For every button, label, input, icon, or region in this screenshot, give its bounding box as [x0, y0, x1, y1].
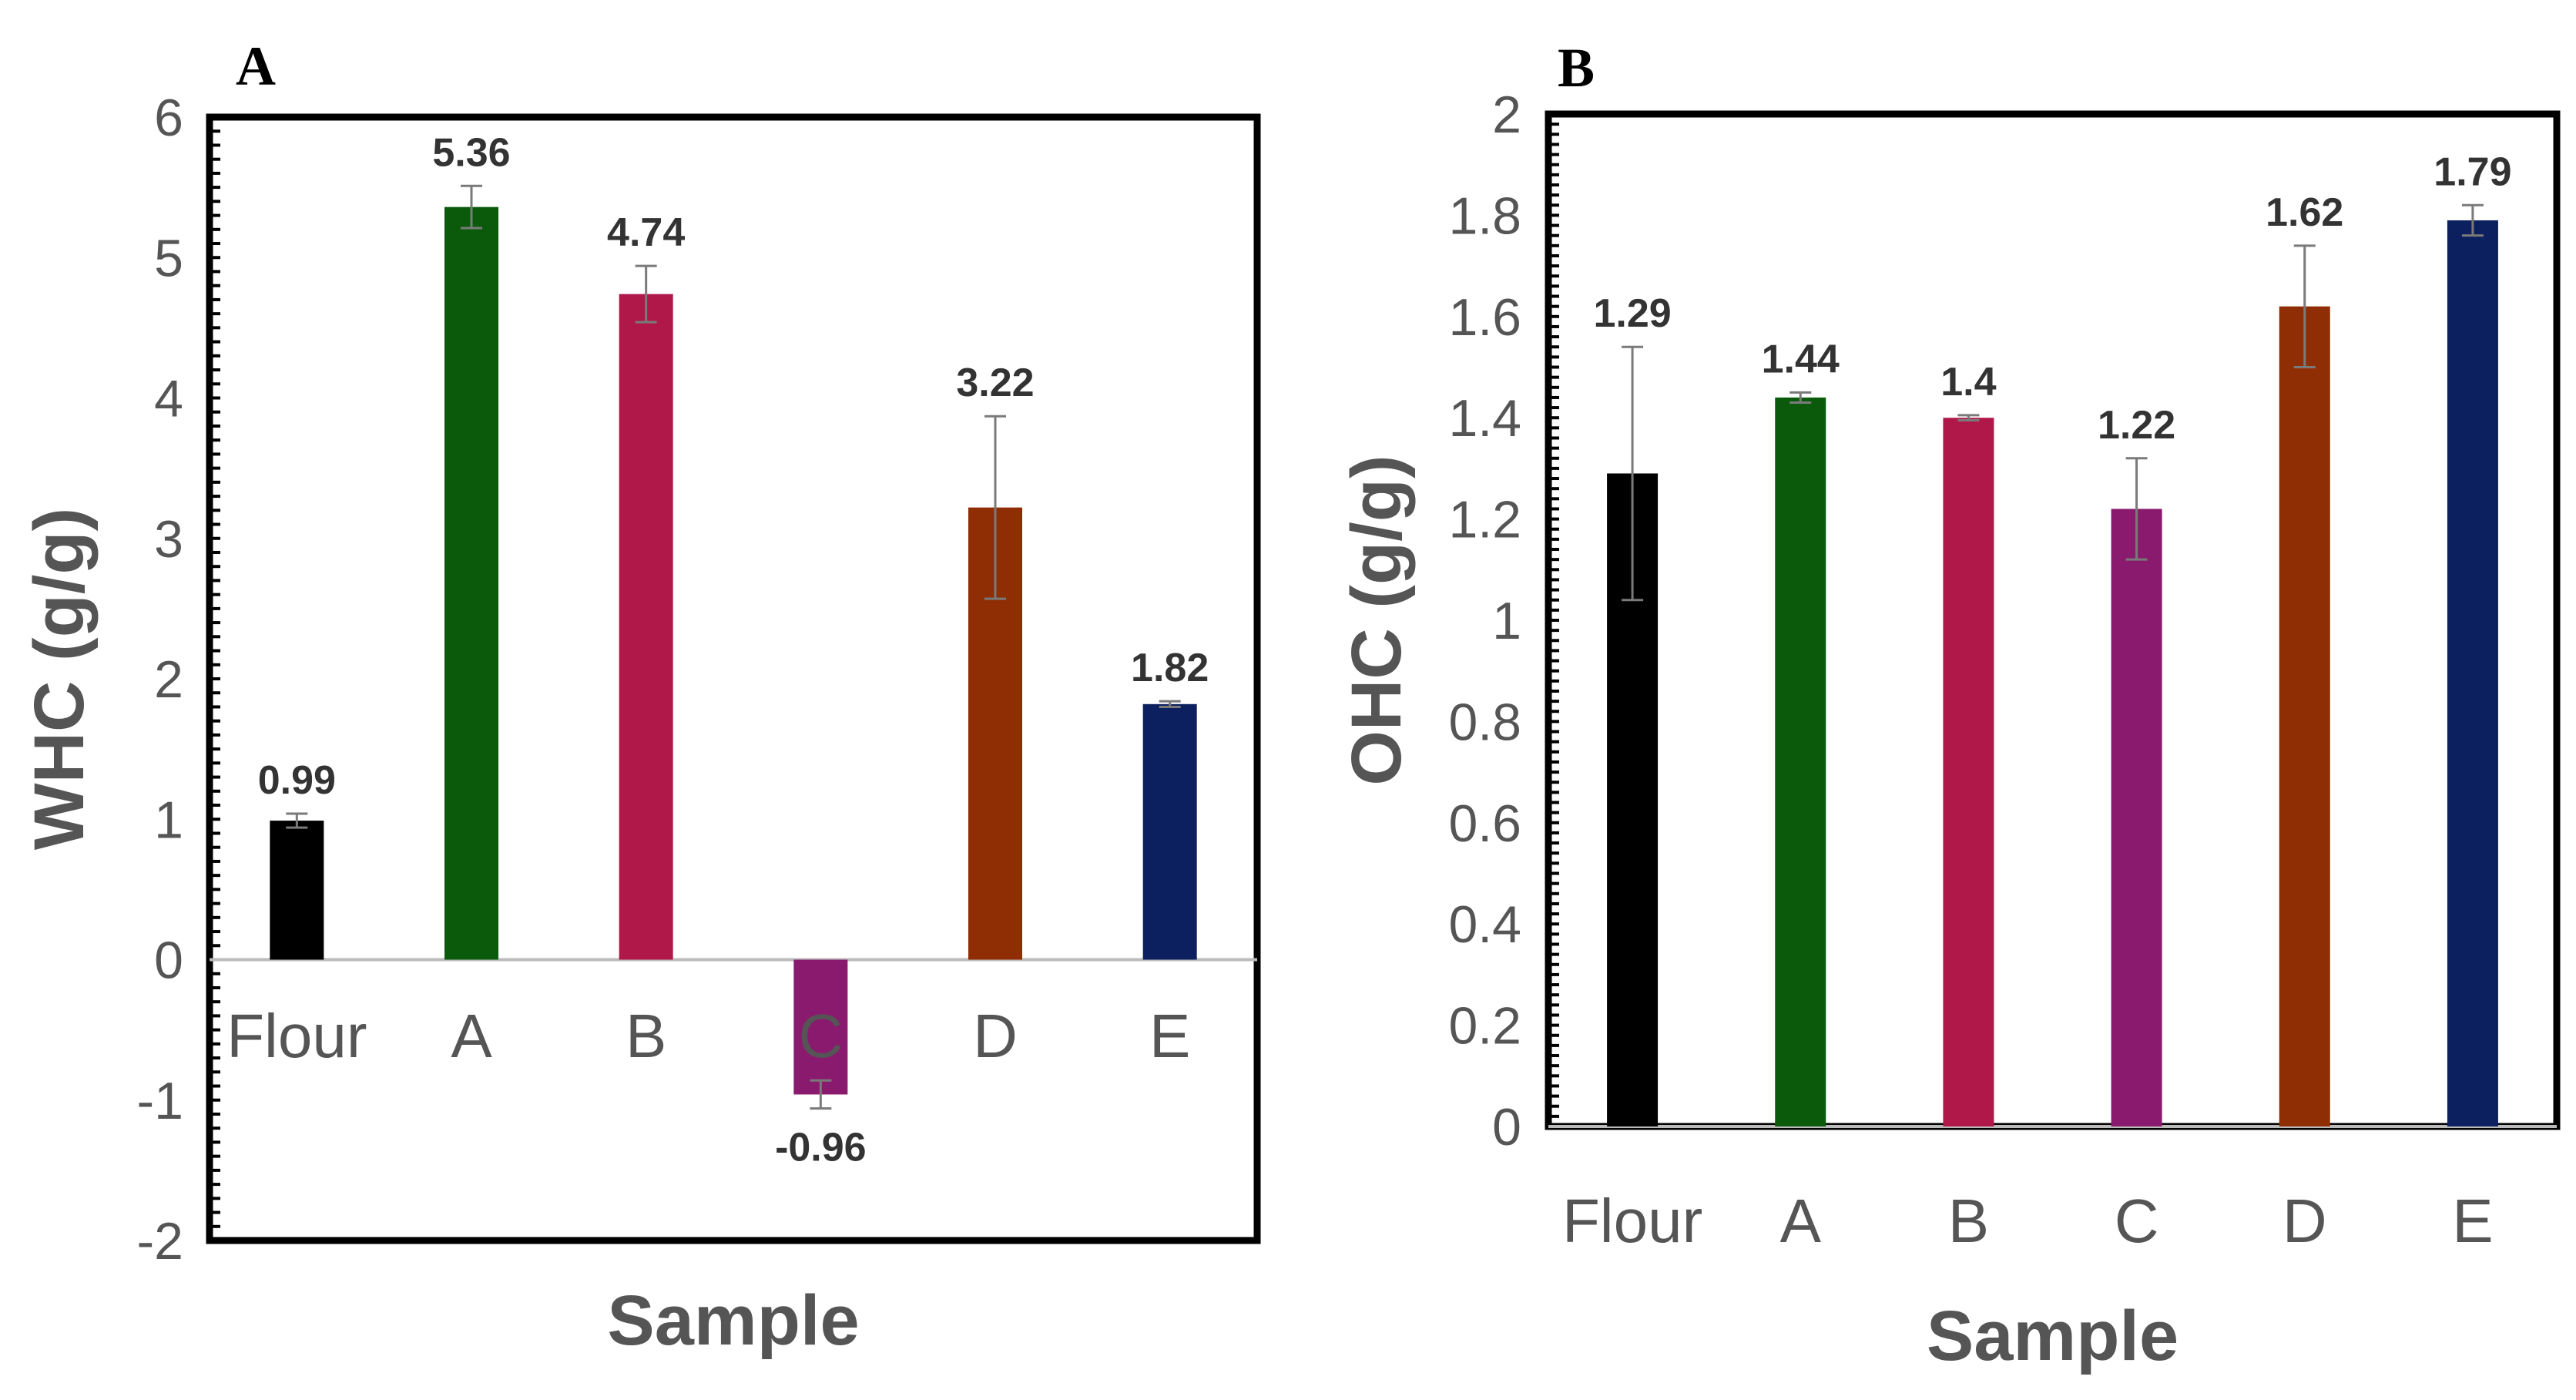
bar-a: [1775, 397, 1826, 1126]
data-label: -0.96: [775, 1126, 867, 1170]
x-category-label: C: [2115, 1187, 2159, 1255]
y-tick-label: 1: [1492, 592, 1521, 650]
y-tick-label: 0: [154, 932, 183, 990]
bar-e: [1142, 703, 1197, 960]
data-label: 4.74: [607, 210, 685, 255]
x-category-label: Flour: [1562, 1187, 1702, 1255]
data-label: 3.22: [956, 361, 1034, 405]
y-tick-label: 0.6: [1448, 794, 1521, 853]
data-label: 1.82: [1131, 646, 1209, 690]
x-axis-title: Sample: [607, 1281, 859, 1360]
bar-b: [1943, 418, 1994, 1126]
x-category-label: E: [2452, 1187, 2493, 1255]
y-tick-label: 0.4: [1448, 895, 1521, 954]
chart-panel-b: B 0 0.2 0.4 0.6 0.8 1 1.2 1.4 1.6 1.8 2 1.29 Flour 1.4…: [1337, 37, 2561, 1375]
y-tick-label: -2: [137, 1212, 183, 1271]
bar-a: [444, 206, 498, 960]
x-category-label: E: [1149, 1002, 1190, 1070]
x-category-label: A: [1780, 1187, 1822, 1255]
bar-d: [2279, 306, 2330, 1126]
data-label: 5.36: [432, 130, 510, 175]
y-tick-label: 1.6: [1448, 288, 1521, 347]
x-category-label: A: [451, 1002, 492, 1070]
data-label: 1.4: [1940, 360, 1996, 405]
y-axis-title: WHC (g/g): [20, 508, 99, 851]
y-tick-label: 1.2: [1448, 491, 1521, 549]
x-category-label: B: [626, 1002, 666, 1070]
y-tick-label: 2: [1492, 86, 1521, 144]
bar-e: [2447, 220, 2498, 1127]
x-category-label: B: [1948, 1187, 1989, 1255]
data-label: 1.62: [2266, 190, 2343, 235]
y-tick-label: 0: [1492, 1098, 1521, 1157]
data-label: 1.79: [2433, 149, 2511, 194]
x-axis-title: Sample: [1927, 1297, 2179, 1375]
y-tick-label: 0.2: [1448, 997, 1521, 1056]
x-category-label: C: [798, 1002, 843, 1070]
bar-c: [793, 959, 848, 1095]
panel-letter: A: [236, 35, 276, 97]
chart-panel-a: A -2 -1 0 1 2 3 4 5 6 0.99 Flour 5.36 A 4.74 B -0.96 C 3.2…: [20, 35, 1261, 1360]
plot-frame: [1545, 110, 2561, 1130]
x-category-label: D: [973, 1002, 1018, 1070]
bar-b: [619, 294, 673, 960]
y-tick-label: 1.8: [1448, 186, 1521, 245]
data-label: 1.22: [2098, 403, 2175, 448]
bar-c: [2111, 509, 2162, 1126]
y-tick-label: 1.4: [1448, 389, 1521, 448]
y-tick-label: 1: [154, 791, 183, 849]
y-tick-label: -1: [137, 1072, 183, 1130]
y-tick-label: 3: [154, 510, 183, 569]
y-axis-title: OHC (g/g): [1337, 455, 1416, 785]
y-tick-label: 6: [154, 89, 183, 147]
y-tick-label: 4: [154, 370, 183, 428]
panel-letter: B: [1558, 37, 1595, 99]
y-tick-label: 2: [154, 650, 183, 709]
plot-frame: [206, 113, 1261, 1244]
x-category-label: Flour: [226, 1002, 367, 1070]
bar-flour: [270, 821, 324, 960]
y-tick-label: 5: [154, 229, 183, 287]
y-tick-label: 0.8: [1448, 693, 1521, 751]
data-label: 0.99: [258, 758, 336, 803]
x-category-label: D: [2283, 1187, 2327, 1255]
data-label: 1.44: [1762, 337, 1840, 381]
data-label: 1.29: [1593, 291, 1671, 336]
